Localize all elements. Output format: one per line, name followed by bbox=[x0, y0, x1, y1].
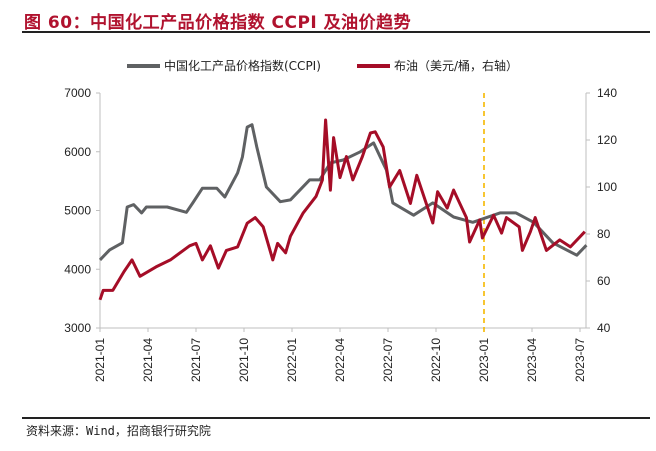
y-right-tick-label: 80 bbox=[597, 227, 611, 241]
legend-label-brent: 布油（美元/桶，右轴） bbox=[394, 58, 518, 73]
x-tick-label: 2021-07 bbox=[189, 338, 203, 382]
x-tick-label: 2023-01 bbox=[477, 338, 491, 382]
y-left-tick-label: 7000 bbox=[64, 86, 91, 100]
y-right-tick-label: 60 bbox=[597, 274, 611, 288]
x-tick-label: 2022-07 bbox=[381, 338, 395, 382]
y-right-tick-label: 140 bbox=[597, 86, 617, 100]
y-left-tick-label: 4000 bbox=[64, 262, 91, 276]
series-line-brent bbox=[98, 118, 586, 301]
x-tick-label: 2022-10 bbox=[429, 338, 443, 382]
y-left-tick-label: 3000 bbox=[64, 321, 91, 335]
x-tick-label: 2021-01 bbox=[93, 338, 107, 382]
x-tick-label: 2021-10 bbox=[237, 338, 251, 382]
legend-label-ccpi: 中国化工产品价格指数(CCPI) bbox=[164, 58, 321, 73]
source-note: 资料来源：Wind，招商银行研究院 bbox=[26, 424, 211, 438]
y-left-tick-label: 5000 bbox=[64, 204, 91, 218]
x-tick-label: 2023-04 bbox=[525, 338, 539, 382]
y-right-tick-label: 40 bbox=[597, 321, 611, 335]
series-line-ccpi bbox=[98, 123, 588, 261]
x-tick-label: 2021-04 bbox=[141, 338, 155, 382]
legend: 中国化工产品价格指数(CCPI) 布油（美元/桶，右轴） bbox=[127, 58, 518, 73]
y-right-tick-label: 120 bbox=[597, 133, 617, 147]
y-right-tick-label: 100 bbox=[597, 180, 617, 194]
x-tick-label: 2022-04 bbox=[333, 338, 347, 382]
source-divider bbox=[22, 417, 650, 419]
y-left-tick-label: 6000 bbox=[64, 145, 91, 159]
title-divider bbox=[22, 31, 650, 33]
x-tick-label: 2022-01 bbox=[285, 338, 299, 382]
x-tick-label: 2023-07 bbox=[573, 338, 587, 382]
figure-title: 图 60：中国化工产品价格指数 CCPI 及油价趋势 bbox=[24, 13, 412, 33]
